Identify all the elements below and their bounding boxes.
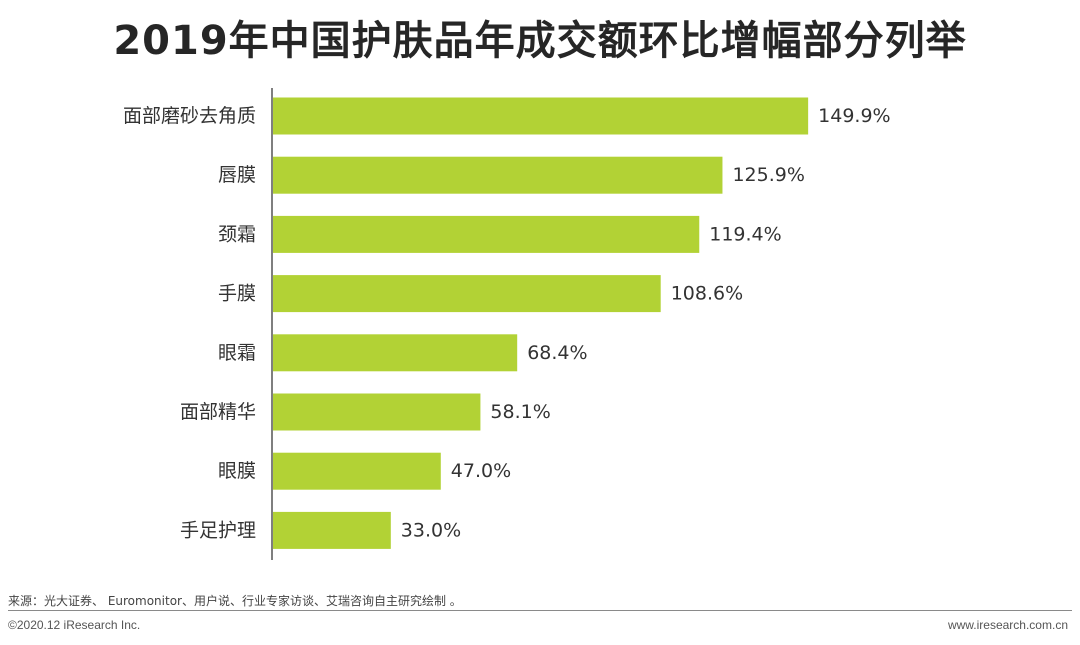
value-labels: 149.9% 125.9% 119.4% 108.6% 68.4% 58.1% 47.0% 3…: [401, 105, 891, 541]
bars-group: [273, 97, 809, 549]
category-label: 面部精华: [180, 401, 256, 423]
data-label: 33.0%: [401, 519, 461, 541]
category-label: 面部磨砂去角质: [123, 105, 256, 127]
bar: [273, 393, 481, 431]
data-label: 108.6%: [671, 283, 743, 305]
bar: [273, 511, 391, 549]
data-label: 47.0%: [451, 460, 511, 482]
data-label: 58.1%: [490, 401, 550, 423]
source-note: 来源：光大证券、 Euromonitor、用户说、行业专家访谈、艾瑞咨询自主研究…: [8, 594, 462, 608]
bar: [273, 156, 723, 194]
copyright-text: ©2020.12 iResearch Inc.: [8, 618, 141, 632]
category-label: 唇膜: [218, 164, 256, 186]
footer-divider: [8, 610, 1072, 611]
data-label: 119.4%: [709, 223, 781, 245]
bar: [273, 334, 518, 372]
category-label: 手足护理: [180, 519, 256, 541]
bar: [273, 452, 441, 490]
category-label: 眼膜: [218, 460, 256, 482]
data-label: 125.9%: [732, 164, 804, 186]
data-label: 149.9%: [818, 105, 890, 127]
category-label: 颈霜: [218, 223, 256, 245]
chart-title: 2019年中国护肤品年成交额环比增幅部分列举: [113, 18, 967, 64]
bar: [273, 275, 661, 313]
category-label: 眼霜: [218, 342, 256, 364]
website-link[interactable]: www.iresearch.com.cn: [947, 618, 1068, 632]
bar: [273, 97, 809, 135]
bar: [273, 215, 700, 253]
data-label: 68.4%: [527, 342, 587, 364]
category-label: 手膜: [218, 283, 256, 305]
